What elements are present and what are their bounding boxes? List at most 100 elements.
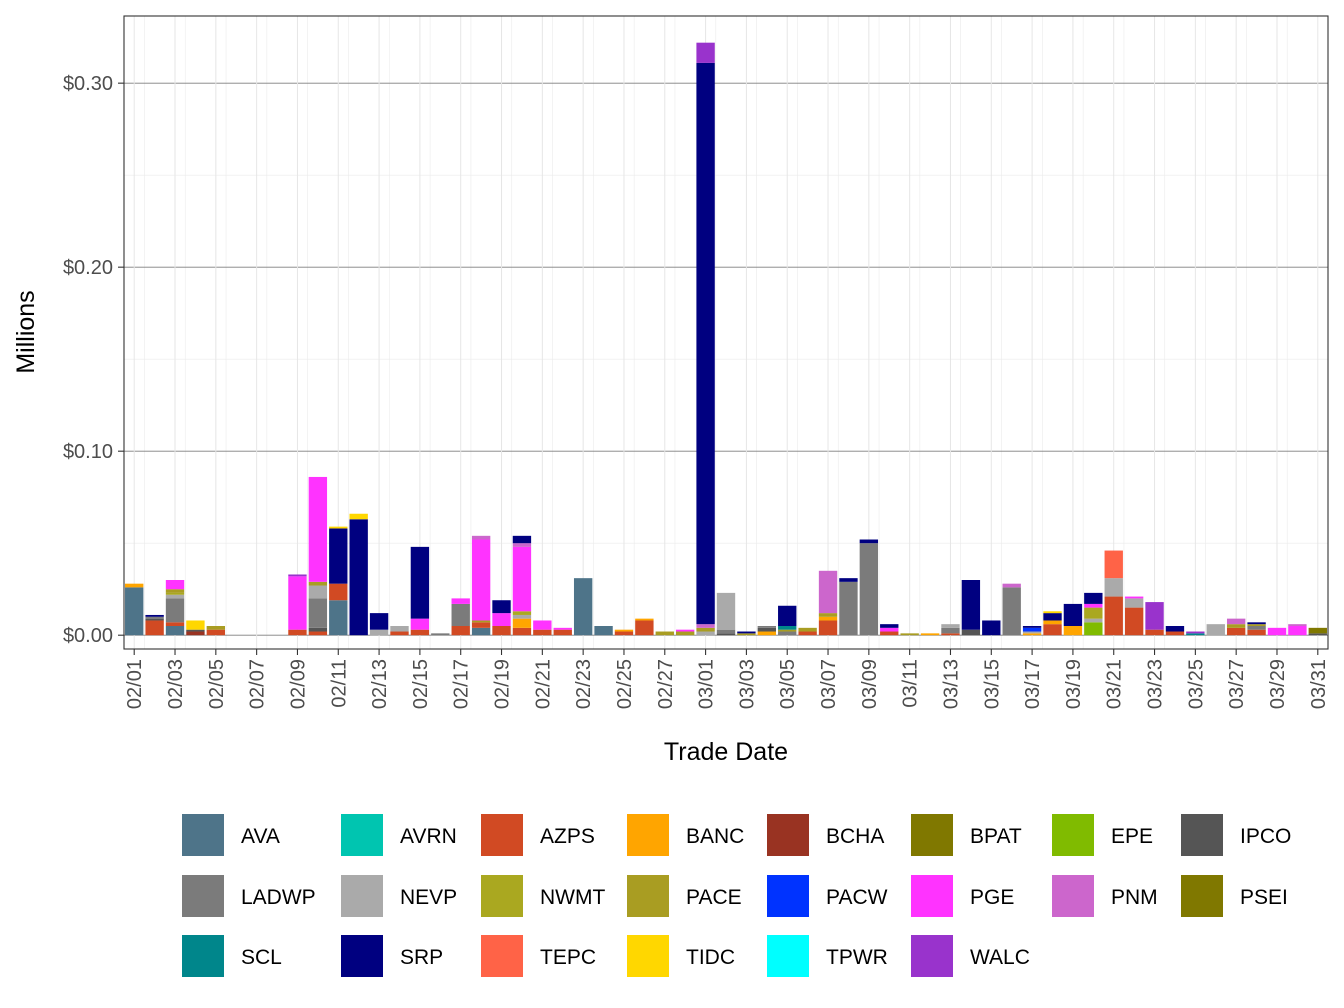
bar-segment-pge-02-28 [676,629,695,632]
bar-segment-pge-02-17 [451,598,470,604]
bar-segment-pnm-02-18 [471,535,491,540]
bar-segment-nevp-03-21 [1104,578,1123,597]
x-tick-label: 03/05 [777,659,799,709]
bar-segment-nevp-02-03 [165,594,185,599]
x-axis-title: Trade Date [664,738,788,766]
bar-segment-azps-02-17 [451,626,470,636]
x-tick-label: 03/01 [696,659,718,709]
bar-segment-azps-03-21 [1104,596,1123,636]
bar-segment-pace-03-11 [900,633,919,636]
legend-swatch-tepc [481,935,523,977]
bar-segment-ipco-03-14 [961,629,981,636]
bar-segment-ipco-02-04 [186,629,205,632]
y-tick-label: $0.00 [63,625,113,647]
bar-segment-pace-03-07 [818,613,838,617]
legend-label-tepc: TEPC [540,946,596,969]
x-tick-label: 02/01 [124,659,146,709]
x-tick-label: 02/07 [247,659,269,709]
legend: AVA AVRN AZPS BANC BCHA BPAT EPE IPCO LADWP NEVP N… [182,814,1291,977]
x-tick-label: 03/19 [1063,659,1085,709]
bar-segment-nevp-03-26 [1206,624,1225,636]
bar-segment-pace-02-10 [308,581,328,586]
legend-swatch-scl [182,935,224,977]
x-tick-label: 03/11 [900,659,922,708]
bar-segment-srp-03-09 [859,539,879,544]
bar-segment-srp-03-05 [778,605,797,626]
legend-swatch-avrn [341,814,383,856]
legend-swatch-ava [182,814,224,856]
legend-swatch-ladwp [182,875,224,917]
x-tick-label: 03/27 [1226,659,1248,709]
bar-segment-azps-02-25 [614,631,634,636]
bar-segment-srp-03-08 [839,578,858,582]
bar-segment-pge-02-09 [288,576,307,630]
bar-segment-ipco-02-02 [145,618,164,621]
bar-segment-ava-02-23 [573,578,593,636]
bar-segment-tidc-02-11 [329,526,348,529]
bar-segment-psei-03-31 [1308,627,1327,634]
bar-segment-scl-03-25 [1186,633,1205,636]
bar-segment-pge-03-29 [1267,627,1287,636]
bar-segment-ava-02-11 [329,600,348,636]
bar-segment-srp-03-20 [1084,592,1103,604]
bar-segment-tidc-02-04 [186,620,205,630]
bar-segment-nevp-02-20 [512,614,532,619]
bar-segment-scl-03-05 [778,626,797,630]
bar-segment-pge-02-19 [492,613,511,626]
legend-label-avrn: AVRN [400,825,457,848]
bar-segment-tidc-02-12 [349,513,368,520]
bar-segment-ladwp-03-16 [1002,587,1021,636]
bar-segment-walc-03-23 [1145,602,1164,630]
bar-segment-srp-03-01 [696,62,715,625]
bar-segment-ladwp-02-17 [451,603,470,626]
bar-segment-pge-02-21 [533,620,552,630]
bar-segment-ipco-03-02 [716,633,736,636]
bar-segment-ladwp-02-10 [308,598,328,628]
bar-segment-pnm-03-30 [1288,624,1307,626]
legend-label-bpat: BPAT [970,825,1022,848]
bar-segment-pge-03-22 [1124,596,1144,599]
bar-segment-banc-03-04 [757,631,776,636]
bar-segment-azps-03-10 [880,631,899,636]
bar-segment-srp-02-11 [329,528,348,584]
bar-segment-pace-03-01 [696,627,715,632]
bar-segment-banc-03-12 [920,633,940,636]
bar-segment-srp-03-10 [880,624,899,628]
bar-segment-pge-03-20 [1084,603,1103,608]
bar-segment-azps-03-23 [1145,629,1164,636]
bar-segment-banc-03-18 [1043,620,1062,625]
x-axis: 02/01 02/03 02/05 02/07 02/09 02/11 02/13 02/15… [124,649,1330,709]
bar-segment-pge-03-30 [1288,626,1307,636]
legend-swatch-pge [911,875,953,917]
x-tick-label: 02/27 [655,659,677,709]
bar-segment-srp-03-19 [1063,603,1083,626]
bar-segment-srp-02-15 [410,546,430,619]
bar-segment-pge-02-20 [512,546,532,612]
legend-label-banc: BANC [686,825,744,848]
bar-segment-azps-03-07 [818,620,838,636]
legend-label-epe: EPE [1111,825,1153,848]
bar-segment-pnm-03-01 [696,624,715,628]
bar-segment-pace-03-27 [1226,624,1246,628]
x-tick-label: 03/23 [1145,659,1167,709]
x-tick-label: 03/29 [1267,659,1289,709]
legend-label-pnm: PNM [1111,886,1158,909]
bar-segment-pge-03-10 [880,627,899,632]
bar-segment-tidc-03-18 [1043,611,1062,614]
bar-segment-azps-03-06 [798,631,817,636]
bar-segment-srp-03-14 [961,580,981,630]
legend-label-pacw: PACW [826,886,888,909]
legend-swatch-srp [341,935,383,977]
legend-swatch-pacw [767,875,809,917]
bar-segment-nwmt-02-03 [165,592,185,595]
legend-label-ladwp: LADWP [241,886,316,909]
bar-segment-banc-02-25 [614,629,634,632]
bar-segment-srp-03-24 [1165,626,1185,632]
x-tick-label: 02/15 [410,659,432,709]
bar-segment-srp-02-20 [512,535,532,544]
bar-segment-srp-02-12 [349,519,368,636]
bar-segment-azps-02-02 [145,620,164,636]
bar-segment-banc-03-17 [1022,633,1042,636]
bar-segment-ladwp-03-28 [1247,626,1266,630]
